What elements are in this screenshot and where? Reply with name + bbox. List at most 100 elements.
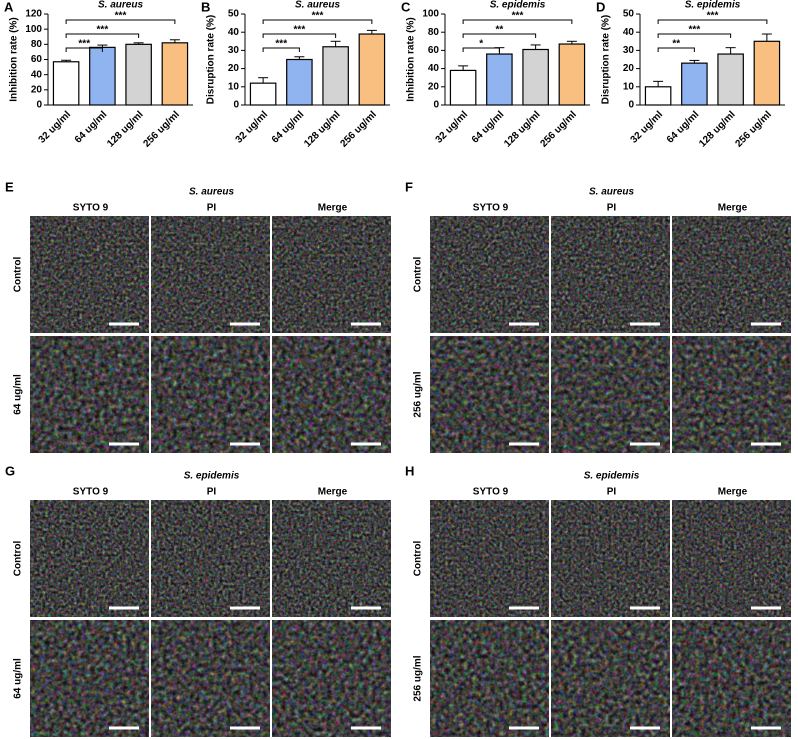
significance-label: ** bbox=[672, 39, 680, 50]
significance-bracket bbox=[657, 47, 695, 52]
y-axis-label: Disruption rate (%) bbox=[601, 15, 612, 104]
significance-label: *** bbox=[294, 25, 306, 36]
significance-label: *** bbox=[115, 11, 127, 22]
y-axis-label: Disruption rate (%) bbox=[206, 15, 217, 104]
column-header: PI bbox=[607, 203, 617, 214]
bar bbox=[486, 53, 513, 106]
column-header: PI bbox=[207, 203, 217, 214]
micrograph-texture bbox=[272, 500, 391, 617]
y-tick-label: 20 bbox=[428, 81, 440, 92]
panel-label: F bbox=[405, 179, 413, 194]
bar bbox=[89, 46, 116, 106]
panel-label: A bbox=[4, 0, 14, 14]
bar bbox=[52, 61, 80, 106]
micrograph-texture bbox=[272, 216, 391, 333]
significance-bracket bbox=[65, 47, 103, 52]
micrograph-texture bbox=[151, 216, 270, 333]
x-tick-label: 32 ug/ml bbox=[629, 109, 666, 146]
x-tick-label: 32 ug/ml bbox=[37, 109, 74, 146]
x-tick-label: 64 ug/ml bbox=[470, 109, 507, 146]
y-tick-label: 0 bbox=[628, 100, 634, 111]
micrograph-texture bbox=[430, 216, 549, 333]
chart-title: S. aureus bbox=[295, 0, 340, 11]
y-tick-label: 20 bbox=[228, 63, 240, 74]
micrograph-texture bbox=[551, 336, 670, 453]
y-tick-label: 0 bbox=[433, 100, 439, 111]
bar bbox=[449, 69, 477, 106]
significance-label: *** bbox=[512, 11, 524, 22]
x-tick-label: 32 ug/ml bbox=[234, 109, 271, 146]
x-tick-label: 32 ug/ml bbox=[434, 109, 471, 146]
significance-label: *** bbox=[689, 25, 701, 36]
y-tick-label: 100 bbox=[422, 9, 439, 20]
micrograph-texture bbox=[30, 336, 149, 453]
micrograph-texture bbox=[551, 620, 670, 737]
bar bbox=[522, 48, 549, 106]
significance-bracket bbox=[65, 19, 176, 24]
bar bbox=[644, 86, 672, 106]
significance-bracket bbox=[262, 19, 373, 24]
micrograph-texture bbox=[151, 620, 270, 737]
y-tick-label: 0 bbox=[36, 100, 42, 111]
y-tick-label: 50 bbox=[228, 9, 240, 20]
column-header: Merge bbox=[318, 203, 348, 214]
y-tick-label: 0 bbox=[233, 100, 239, 111]
y-tick-label: 40 bbox=[428, 63, 440, 74]
x-tick-label: 128 ug/ml bbox=[302, 109, 343, 150]
chart-title: S. epidemis bbox=[490, 0, 546, 11]
row-label: Control bbox=[13, 541, 24, 577]
panel-label: D bbox=[596, 0, 605, 14]
significance-label: *** bbox=[78, 39, 90, 50]
micrograph-texture bbox=[430, 500, 549, 617]
significance-bracket bbox=[657, 33, 732, 38]
significance-bracket bbox=[657, 19, 768, 24]
y-tick-label: 40 bbox=[31, 69, 43, 80]
y-tick-label: 80 bbox=[31, 39, 43, 50]
significance-bracket bbox=[462, 19, 573, 24]
y-tick-label: 80 bbox=[428, 27, 440, 38]
y-tick-label: 30 bbox=[623, 45, 635, 56]
y-tick-label: 100 bbox=[25, 24, 42, 35]
bar bbox=[286, 58, 313, 106]
significance-label: *** bbox=[312, 11, 324, 22]
column-header: PI bbox=[607, 487, 617, 498]
row-label: 256 ug/ml bbox=[413, 371, 424, 417]
significance-bracket bbox=[462, 47, 500, 52]
significance-bracket bbox=[462, 33, 537, 38]
significance-label: ** bbox=[495, 25, 503, 36]
panel-title: S. epidemis bbox=[584, 471, 640, 482]
panel-title: S. epidemis bbox=[184, 471, 240, 482]
micrograph-texture bbox=[672, 620, 791, 737]
y-axis-label: Inhibition rate (%) bbox=[406, 17, 417, 101]
panel-label: G bbox=[5, 463, 15, 478]
y-tick-label: 10 bbox=[228, 81, 240, 92]
column-header: SYTO 9 bbox=[473, 487, 509, 498]
y-tick-label: 60 bbox=[31, 54, 43, 65]
y-tick-label: 40 bbox=[623, 27, 635, 38]
y-tick-label: 60 bbox=[428, 45, 440, 56]
row-label: 256 ug/ml bbox=[413, 655, 424, 701]
row-label: Control bbox=[413, 257, 424, 293]
column-header: PI bbox=[207, 487, 217, 498]
x-tick-label: 128 ug/ml bbox=[502, 109, 543, 150]
bar bbox=[681, 62, 708, 106]
micrograph-texture bbox=[272, 336, 391, 453]
panel-label: C bbox=[401, 0, 411, 14]
bar bbox=[558, 43, 586, 106]
significance-label: *** bbox=[707, 11, 719, 22]
row-label: 64 ug/ml bbox=[13, 658, 24, 699]
micrograph-texture bbox=[430, 336, 549, 453]
micrograph-texture bbox=[30, 500, 149, 617]
y-axis-label: Inhibition rate (%) bbox=[9, 17, 20, 101]
x-tick-label: 256 ug/ml bbox=[141, 109, 182, 150]
bar bbox=[753, 40, 781, 106]
panel-label: B bbox=[201, 0, 210, 14]
bar bbox=[717, 53, 744, 106]
micrograph-texture bbox=[551, 500, 670, 617]
significance-label: * bbox=[479, 39, 483, 50]
significance-bracket bbox=[262, 47, 300, 52]
bar bbox=[161, 42, 189, 106]
micrograph-texture bbox=[30, 216, 149, 333]
micrograph-texture bbox=[672, 336, 791, 453]
significance-bracket bbox=[262, 33, 337, 38]
